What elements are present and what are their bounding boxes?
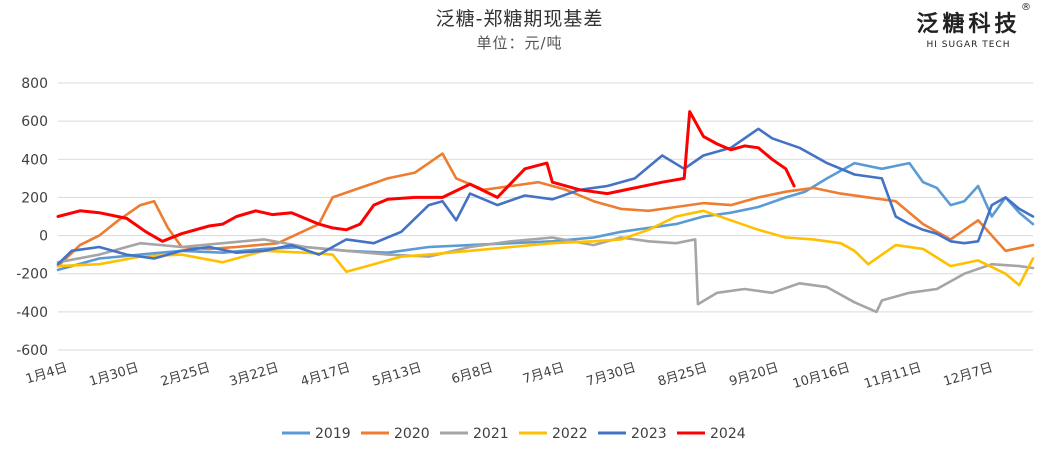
brand-logo: 泛糖科技 ® HI SUGAR TECH (906, 2, 1031, 50)
brand-subtitle: HI SUGAR TECH (926, 40, 1011, 50)
y-tick-label: 800 (21, 76, 48, 92)
series-line-2020 (56, 152, 1035, 268)
x-tick-label: 6月8日 (450, 360, 495, 387)
brand-name: 泛糖科技 (916, 12, 1021, 37)
y-tick-label: -200 (16, 267, 48, 283)
x-tick-label: 4月17日 (299, 360, 352, 389)
x-tick-label: 9月20日 (728, 360, 781, 389)
y-tick-label: 200 (21, 190, 48, 206)
registered-mark: ® (1021, 2, 1031, 13)
legend-label-2023: 2023 (631, 426, 667, 442)
y-axis-ticks: 800 600 400 200 0 -200 -400 -600 (16, 76, 48, 359)
x-tick-label: 10月16日 (791, 360, 852, 392)
x-tick-label: 12月7日 (942, 360, 995, 389)
grid-lines (58, 82, 1033, 351)
x-axis-ticks: 1月4日 1月30日 2月25日 3月22日 4月17日 5月13日 6月8日 7月4日 7月3… (24, 360, 995, 392)
y-tick-label: 600 (21, 114, 48, 130)
chart-title: 泛糖-郑糖期现基差 (435, 8, 604, 30)
x-tick-label: 7月4日 (521, 360, 566, 387)
x-tick-label: 11月11日 (862, 360, 923, 392)
y-tick-label: -600 (16, 343, 48, 359)
x-tick-label: 3月22日 (228, 360, 281, 389)
x-tick-label: 5月13日 (370, 360, 423, 389)
series-line-2019 (56, 161, 1035, 272)
legend-label-2022: 2022 (552, 426, 588, 442)
x-tick-label: 1月30日 (88, 360, 141, 389)
y-tick-label: -400 (16, 305, 48, 321)
x-tick-label: 1月4日 (24, 360, 69, 387)
x-tick-label: 2月25日 (159, 360, 212, 389)
series-lines (56, 110, 1035, 314)
x-tick-label: 7月30日 (585, 360, 638, 389)
series-line-2023 (56, 127, 1035, 266)
series-line-2021 (56, 236, 1035, 314)
legend-label-2021: 2021 (473, 426, 509, 442)
y-tick-label: 0 (39, 229, 48, 245)
chart-subtitle: 单位：元/吨 (476, 34, 563, 52)
y-tick-label: 400 (21, 152, 48, 168)
legend-label-2024: 2024 (710, 426, 746, 442)
legend-label-2019: 2019 (315, 426, 351, 442)
x-tick-label: 8月25日 (656, 360, 709, 389)
legend: 2019 2020 2021 2022 2023 2024 (282, 426, 746, 442)
series-line-2024 (56, 110, 796, 243)
series-line-2022 (56, 209, 1035, 287)
legend-label-2020: 2020 (394, 426, 430, 442)
